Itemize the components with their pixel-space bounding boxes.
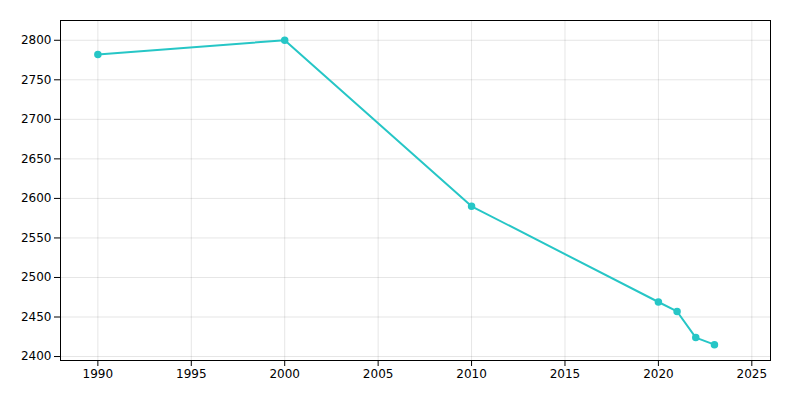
- svg-text:2400: 2400: [21, 349, 52, 363]
- svg-text:2020: 2020: [643, 367, 674, 381]
- svg-text:2010: 2010: [456, 367, 487, 381]
- svg-text:2600: 2600: [21, 191, 52, 205]
- svg-text:2800: 2800: [21, 33, 52, 47]
- svg-text:2650: 2650: [21, 152, 52, 166]
- svg-text:2000: 2000: [269, 367, 300, 381]
- svg-text:2700: 2700: [21, 112, 52, 126]
- svg-text:2015: 2015: [550, 367, 581, 381]
- svg-text:2500: 2500: [21, 270, 52, 284]
- svg-text:2750: 2750: [21, 73, 52, 87]
- svg-text:1995: 1995: [176, 367, 207, 381]
- svg-text:2005: 2005: [363, 367, 394, 381]
- svg-text:1990: 1990: [83, 367, 114, 381]
- svg-text:2550: 2550: [21, 231, 52, 245]
- svg-text:2450: 2450: [21, 310, 52, 324]
- svg-text:2025: 2025: [737, 367, 768, 381]
